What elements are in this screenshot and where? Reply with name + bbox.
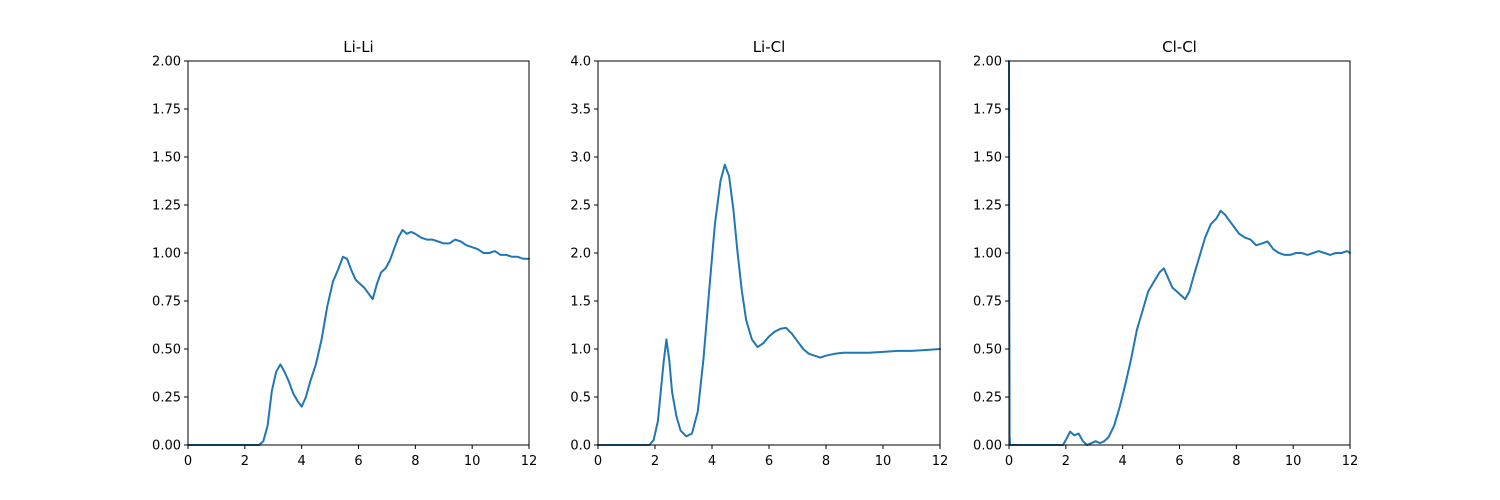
- y-tick-label: 1.25: [973, 199, 1002, 214]
- chart-title: Li-Li: [343, 38, 373, 56]
- subplot-li-li: Li-Li 0 2 4 6 8 10 12 0.00 0.25 0.50 0.75 1.00 1.25 1.…: [152, 38, 537, 469]
- x-tick-label: 0: [184, 454, 192, 469]
- y-tick-label: 0.50: [152, 343, 181, 358]
- subplot-cl-cl: Cl-Cl 0 2 4 6 8 10 12 0.00 0.25 0.50 0.75 1.00 1.25 1.…: [973, 38, 1358, 469]
- x-tick-label: 2: [651, 454, 659, 469]
- y-tick-label: 2.00: [152, 55, 181, 70]
- y-tick-label: 0.25: [152, 391, 181, 406]
- x-tick-label: 2: [1062, 454, 1070, 469]
- y-tick-label: 1.0: [570, 343, 591, 358]
- x-tick-label: 6: [354, 454, 362, 469]
- x-tick-label: 4: [708, 454, 716, 469]
- y-tick-label: 0.75: [973, 295, 1002, 310]
- y-tick-label: 0.25: [973, 391, 1002, 406]
- x-tick-label: 4: [1119, 454, 1127, 469]
- x-tick-label: 0: [1005, 454, 1013, 469]
- x-tick-label: 4: [298, 454, 306, 469]
- x-tick-label: 10: [1285, 454, 1302, 469]
- x-tick-label: 12: [521, 454, 538, 469]
- y-tick-label: 1.5: [570, 295, 591, 310]
- series-line-1: [1008, 60, 1351, 446]
- y-tick-label: 1.50: [973, 151, 1002, 166]
- y-tick-label: 1.00: [152, 247, 181, 262]
- y-tick-label: 4.0: [570, 55, 591, 70]
- x-tick-label: 10: [464, 454, 481, 469]
- x-tick-label: 8: [411, 454, 419, 469]
- x-tick-label: 10: [875, 454, 892, 469]
- x-tick-label: 12: [932, 454, 949, 469]
- x-tick-label: 8: [1232, 454, 1240, 469]
- y-tick-label: 0.00: [973, 439, 1002, 454]
- series-line-1: [187, 229, 530, 446]
- series-line-1: [597, 163, 941, 446]
- y-tick-label: 0.5: [570, 391, 591, 406]
- y-tick-label: 0.50: [973, 343, 1002, 358]
- y-tick-label: 3.0: [570, 151, 591, 166]
- y-tick-label: 1.00: [973, 247, 1002, 262]
- x-tick-label: 6: [765, 454, 773, 469]
- y-tick-label: 0.00: [152, 439, 181, 454]
- axes-frame: [597, 60, 941, 446]
- y-tick-label: 1.75: [152, 103, 181, 118]
- axes-frame: [187, 60, 530, 446]
- x-tick-label: 0: [594, 454, 602, 469]
- y-tick-label: 3.5: [570, 103, 591, 118]
- y-tick-label: 1.75: [973, 103, 1002, 118]
- y-tick-label: 0.75: [152, 295, 181, 310]
- y-tick-label: 0.0: [570, 439, 591, 454]
- x-tick-label: 8: [822, 454, 830, 469]
- y-tick-label: 2.00: [973, 55, 1002, 70]
- subplot-li-cl: Li-Cl 0 2 4 6 8 10 12 0.0 0.5 1.0 1.5 2.0 2.5 3.0 3.5 4.…: [570, 38, 948, 469]
- y-tick-label: 1.25: [152, 199, 181, 214]
- x-tick-label: 6: [1175, 454, 1183, 469]
- y-tick-label: 2.0: [570, 247, 591, 262]
- x-tick-label: 12: [1342, 454, 1359, 469]
- y-tick-label: 1.50: [152, 151, 181, 166]
- chart-title: Li-Cl: [753, 38, 786, 56]
- x-tick-label: 2: [241, 454, 249, 469]
- chart-title: Cl-Cl: [1162, 38, 1197, 56]
- y-tick-label: 2.5: [570, 199, 591, 214]
